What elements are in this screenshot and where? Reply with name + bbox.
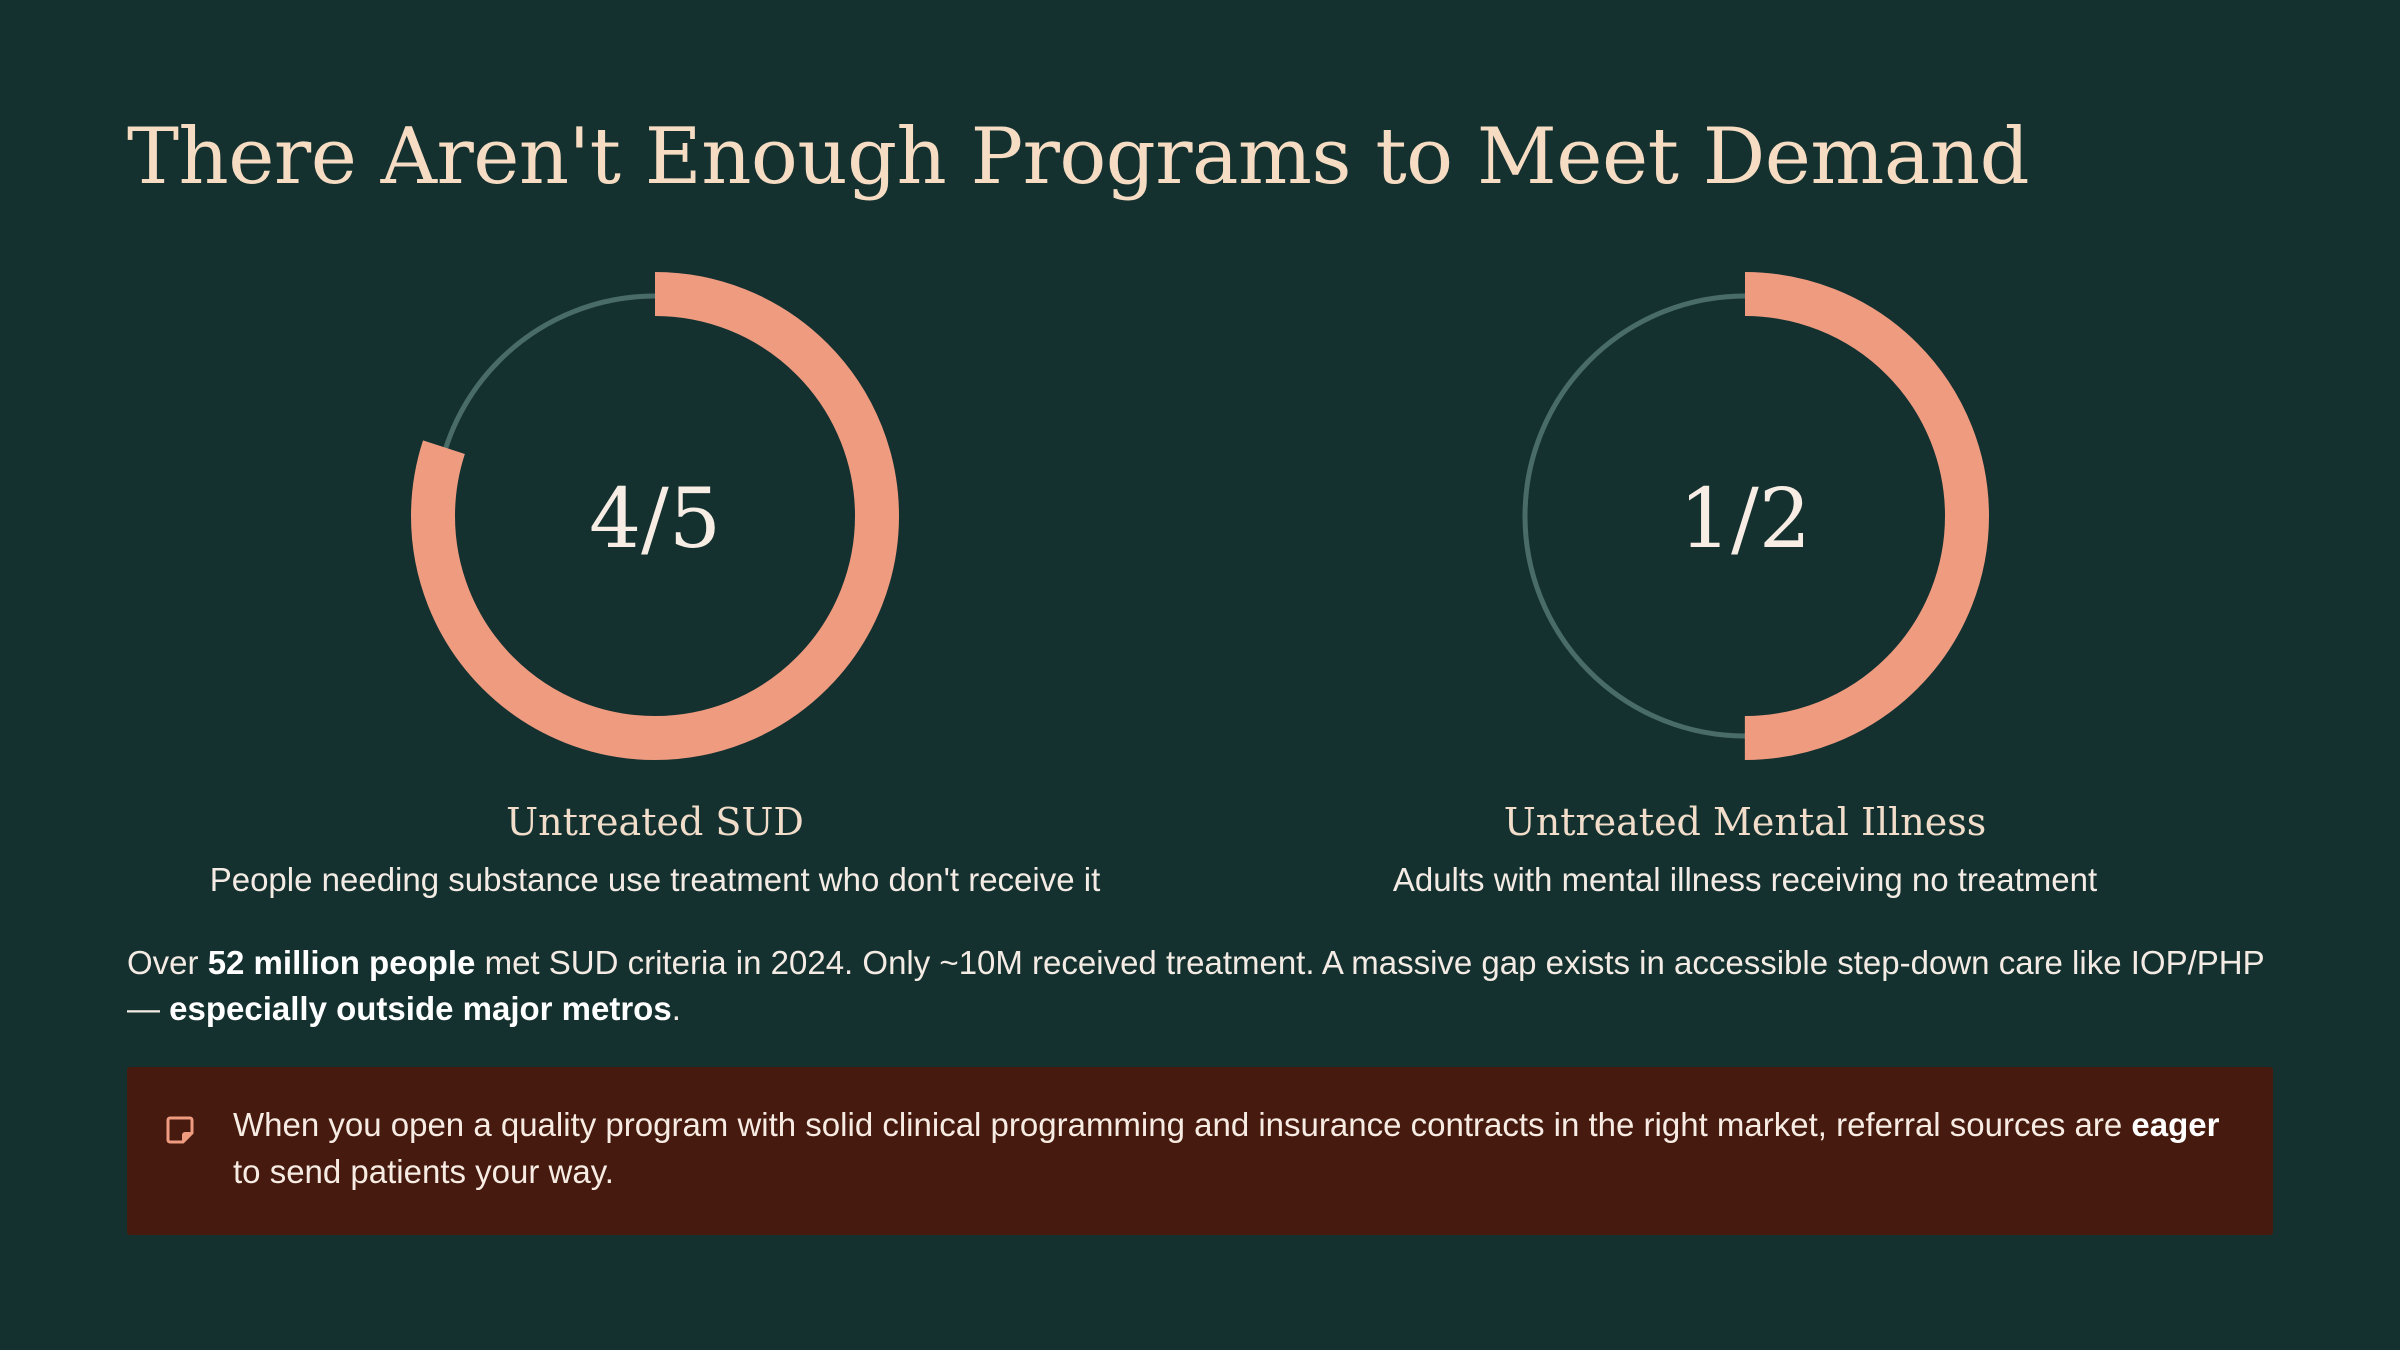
stat-heading: Untreated Mental Illness xyxy=(1503,800,1987,844)
donut-chart xyxy=(411,272,899,760)
stat-heading: Untreated SUD xyxy=(506,800,804,844)
stat-value: 1/2 xyxy=(1679,472,1811,567)
callout-text: When you open a quality program with sol… xyxy=(233,1101,2233,1195)
donut-fill-arc xyxy=(1501,272,1989,760)
bold-text: especially outside major metros xyxy=(169,990,672,1027)
stat-description: People needing substance use treatment w… xyxy=(209,861,1101,898)
page-title: There Aren't Enough Programs to Meet Dem… xyxy=(127,112,2030,202)
bold-text: 52 million people xyxy=(207,944,476,981)
donut-fill-arc xyxy=(411,272,899,760)
summary-paragraph: Over 52 million people met SUD criteria … xyxy=(127,940,2277,1032)
bold-text: eager xyxy=(2131,1106,2220,1143)
sticky-note-icon xyxy=(165,1115,195,1150)
text: When you open a quality program with sol… xyxy=(233,1106,2132,1143)
text: Over xyxy=(127,944,208,981)
stat-value: 4/5 xyxy=(589,472,721,567)
donut-untreated-mental-illness: 1/2 xyxy=(1495,270,1995,770)
donut-untreated-sud: 4/5 xyxy=(405,270,905,770)
text: . xyxy=(671,990,681,1027)
callout-box: When you open a quality program with sol… xyxy=(127,1067,2273,1235)
donut-chart xyxy=(1501,272,1989,760)
stat-description: Adults with mental illness receiving no … xyxy=(1392,861,2098,898)
text: met SUD criteria in 2024. Only ~10M rece… xyxy=(127,944,2265,1027)
stat-label-sud: Untreated SUD People needing substance u… xyxy=(155,797,1155,901)
stat-label-mental-illness: Untreated Mental Illness Adults with men… xyxy=(1245,797,2245,901)
text: to send patients your way. xyxy=(233,1153,614,1190)
